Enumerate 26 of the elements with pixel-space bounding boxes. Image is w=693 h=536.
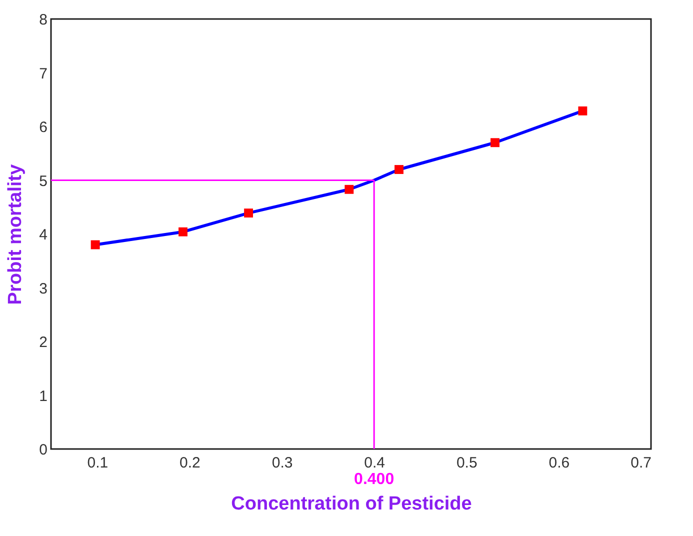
x-tick-label: 0.1 (87, 454, 108, 472)
y-axis-title: Probit mortality (5, 164, 26, 305)
ref-line-label: 0.400 (354, 471, 394, 488)
point (244, 208, 254, 218)
x-tick-label: 0.7 (630, 454, 652, 472)
y-tick-label: 8 (39, 12, 48, 28)
point (394, 165, 404, 174)
x-tick-label: 0.4 (364, 454, 386, 472)
y-tick-label: 3 (39, 280, 48, 298)
point (344, 184, 354, 194)
y-tick-label: 1 (39, 388, 48, 405)
x-tick-label: 0.5 (456, 454, 478, 472)
point (178, 227, 188, 236)
point (578, 106, 588, 116)
y-tick-label: 7 (39, 65, 48, 82)
x-axis-title: Concentration of Pesticide (231, 494, 472, 514)
x-tick-label: 0.6 (548, 454, 570, 472)
x-tick-label: 0.2 (180, 454, 200, 472)
y-tick-label: 2 (39, 334, 48, 351)
y-tick-label: 5 (39, 172, 48, 190)
x-tick-label: 0.3 (272, 454, 293, 472)
point (490, 138, 500, 148)
point (90, 240, 100, 250)
y-tick-label: 0 (39, 442, 48, 458)
y-tick-label: 6 (39, 119, 48, 136)
y-tick-label: 4 (39, 226, 48, 244)
